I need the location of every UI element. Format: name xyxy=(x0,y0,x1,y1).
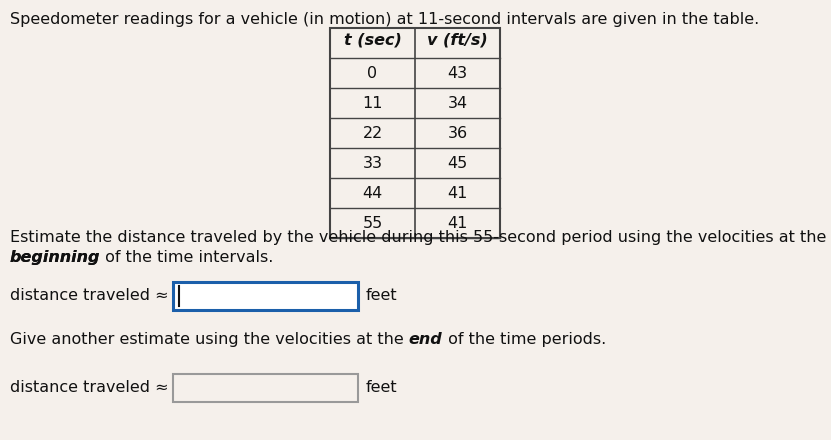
Text: 41: 41 xyxy=(447,186,468,201)
Text: v (ft/s): v (ft/s) xyxy=(427,33,488,48)
Text: feet: feet xyxy=(366,381,397,396)
Text: t (sec): t (sec) xyxy=(343,33,401,48)
FancyBboxPatch shape xyxy=(173,374,357,402)
Text: 0: 0 xyxy=(367,66,377,81)
Text: 45: 45 xyxy=(447,155,468,170)
Text: 22: 22 xyxy=(362,125,382,140)
Text: 44: 44 xyxy=(362,186,382,201)
Text: feet: feet xyxy=(366,289,397,304)
Text: 33: 33 xyxy=(362,155,382,170)
Text: 55: 55 xyxy=(362,216,382,231)
Text: 43: 43 xyxy=(447,66,468,81)
Text: Give another estimate using the velocities at the: Give another estimate using the velociti… xyxy=(10,332,409,347)
FancyBboxPatch shape xyxy=(173,282,357,310)
Text: 41: 41 xyxy=(447,216,468,231)
Text: beginning: beginning xyxy=(10,250,101,265)
Text: Speedometer readings for a vehicle (in motion) at 11-second intervals are given : Speedometer readings for a vehicle (in m… xyxy=(10,12,760,27)
Text: beginning: beginning xyxy=(10,250,101,265)
Text: distance traveled ≈: distance traveled ≈ xyxy=(10,289,169,304)
Text: of the time periods.: of the time periods. xyxy=(443,332,606,347)
Bar xyxy=(330,28,500,238)
Text: 34: 34 xyxy=(447,95,468,110)
Text: 11: 11 xyxy=(362,95,383,110)
Text: end: end xyxy=(409,332,443,347)
Text: Estimate the distance traveled by the vehicle during this 55-second period using: Estimate the distance traveled by the ve… xyxy=(10,230,826,245)
Text: of the time intervals.: of the time intervals. xyxy=(101,250,274,265)
Text: distance traveled ≈: distance traveled ≈ xyxy=(10,381,169,396)
Text: 36: 36 xyxy=(447,125,468,140)
